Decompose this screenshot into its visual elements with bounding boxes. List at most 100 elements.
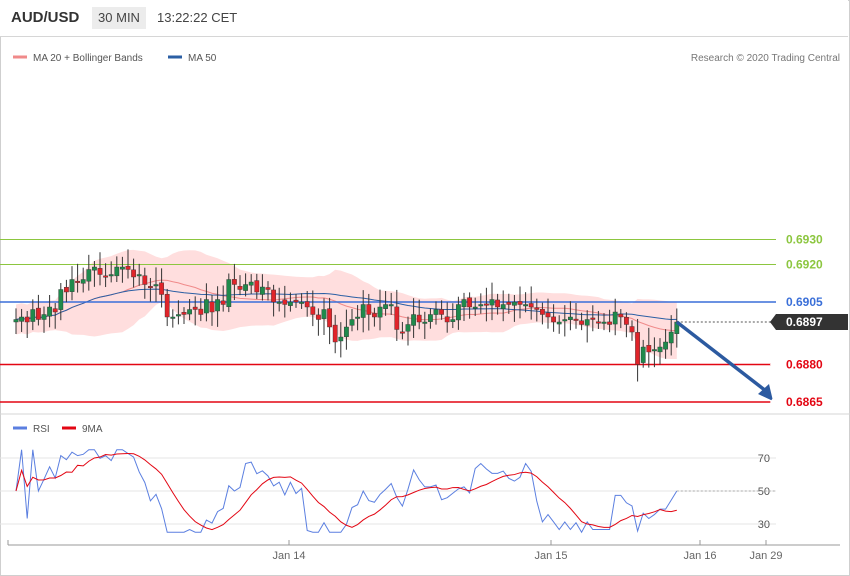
level-label-5: 0.6865 — [786, 395, 823, 409]
candle-body — [338, 336, 344, 342]
candle-body — [248, 281, 254, 286]
candle-body — [215, 299, 220, 312]
candle-body — [181, 312, 187, 315]
candle-body — [125, 266, 131, 270]
candle-body — [299, 301, 304, 304]
candle-body — [103, 275, 109, 278]
candle-body — [372, 313, 377, 318]
candle-body — [646, 345, 652, 353]
candle-body — [142, 275, 148, 285]
candle-body — [355, 316, 360, 319]
candle-body — [624, 317, 629, 325]
candle-body — [30, 309, 36, 322]
timeframe-button[interactable]: 30 MIN — [92, 7, 146, 29]
candle-body — [618, 313, 624, 318]
forecast-arrow-shaft — [675, 320, 768, 393]
candle-body — [635, 332, 641, 365]
candle-body — [428, 314, 433, 322]
x-axis: Jan 14 Jan 15 Jan 16 Jan 29 — [7, 540, 840, 562]
candle-body — [523, 304, 529, 307]
candle-body — [545, 312, 551, 318]
ma50-line — [15, 288, 677, 321]
legend-ma20-label: MA 20 + Bollinger Bands — [33, 53, 143, 64]
candle-body — [383, 304, 388, 309]
rsi-9ma-line — [15, 452, 677, 531]
candle-body — [349, 319, 355, 326]
candle-body — [607, 321, 613, 325]
legend-9ma-label: 9MA — [82, 424, 103, 435]
candle-body — [198, 308, 204, 315]
candle-body — [444, 316, 450, 323]
candle-body — [310, 306, 316, 315]
level-label-tip-4 — [770, 356, 776, 373]
key-levels — [0, 239, 776, 403]
x-tick-label-3: Jan 29 — [749, 550, 782, 562]
level-label-bg-3 — [776, 314, 848, 330]
ma20-line — [15, 279, 677, 331]
candle-body — [91, 266, 97, 271]
candle-body — [36, 307, 41, 320]
candle-body — [517, 301, 523, 305]
candle-body — [584, 319, 590, 326]
candle-body — [422, 321, 428, 324]
candle-body — [231, 279, 237, 285]
candle-body — [478, 304, 484, 307]
candle-body — [573, 318, 579, 321]
rsi-tick-50: 50 — [758, 486, 770, 498]
candle-body — [321, 309, 327, 319]
candle-body — [461, 299, 467, 308]
candle-body — [19, 316, 24, 322]
candle-body — [640, 346, 646, 363]
candle-body — [528, 303, 534, 308]
legend-rsi-label: RSI — [33, 424, 50, 435]
candle-body — [237, 286, 243, 290]
candle-body — [450, 319, 456, 322]
candle-body — [47, 306, 53, 317]
level-label-3: 0.6897 — [786, 315, 823, 329]
candle-body — [108, 274, 114, 277]
candle-body — [568, 316, 573, 320]
x-tick-label-1: Jan 15 — [534, 550, 567, 562]
candle-body — [131, 269, 136, 278]
candle-body — [456, 304, 461, 321]
level-label-1: 0.6920 — [786, 258, 823, 272]
level-label-2: 0.6905 — [786, 295, 823, 309]
candle-body — [147, 286, 153, 289]
candle-body — [136, 274, 142, 277]
candle-body — [170, 316, 176, 319]
candle-body — [489, 299, 495, 306]
candle-body — [282, 299, 288, 305]
candle-body — [657, 346, 663, 353]
rsi-tick-30: 30 — [758, 519, 770, 531]
candle-body — [416, 314, 422, 323]
legend-ma50-label: MA 50 — [188, 53, 217, 64]
candle-body — [24, 316, 30, 323]
bollinger-band-fill — [16, 249, 677, 360]
candle-body — [495, 299, 500, 308]
candle-body — [119, 266, 125, 270]
candle-body — [226, 279, 232, 308]
candle-body — [97, 268, 103, 275]
candle-body — [288, 301, 293, 306]
candle-body — [276, 301, 282, 304]
candle-body — [590, 317, 596, 320]
candle-body — [405, 324, 411, 332]
copyright-label: Research © 2020 Trading Central — [691, 53, 840, 64]
bollinger-bands — [15, 249, 677, 360]
candle-body — [209, 301, 215, 313]
candle-body — [394, 306, 400, 330]
candle-body — [260, 286, 265, 295]
candle-body — [86, 269, 92, 282]
x-tick-label-2: Jan 16 — [683, 550, 716, 562]
candle-body — [484, 303, 489, 306]
candle-body — [69, 279, 75, 292]
candle-body — [472, 306, 478, 309]
candle-body — [271, 289, 276, 303]
rsi-pane: 70 50 30 — [0, 449, 776, 534]
candle-body — [400, 331, 405, 334]
candle-body — [668, 331, 674, 344]
candle-body — [579, 320, 585, 325]
forecast-arrow-head — [758, 384, 773, 401]
candle-body — [467, 297, 472, 308]
